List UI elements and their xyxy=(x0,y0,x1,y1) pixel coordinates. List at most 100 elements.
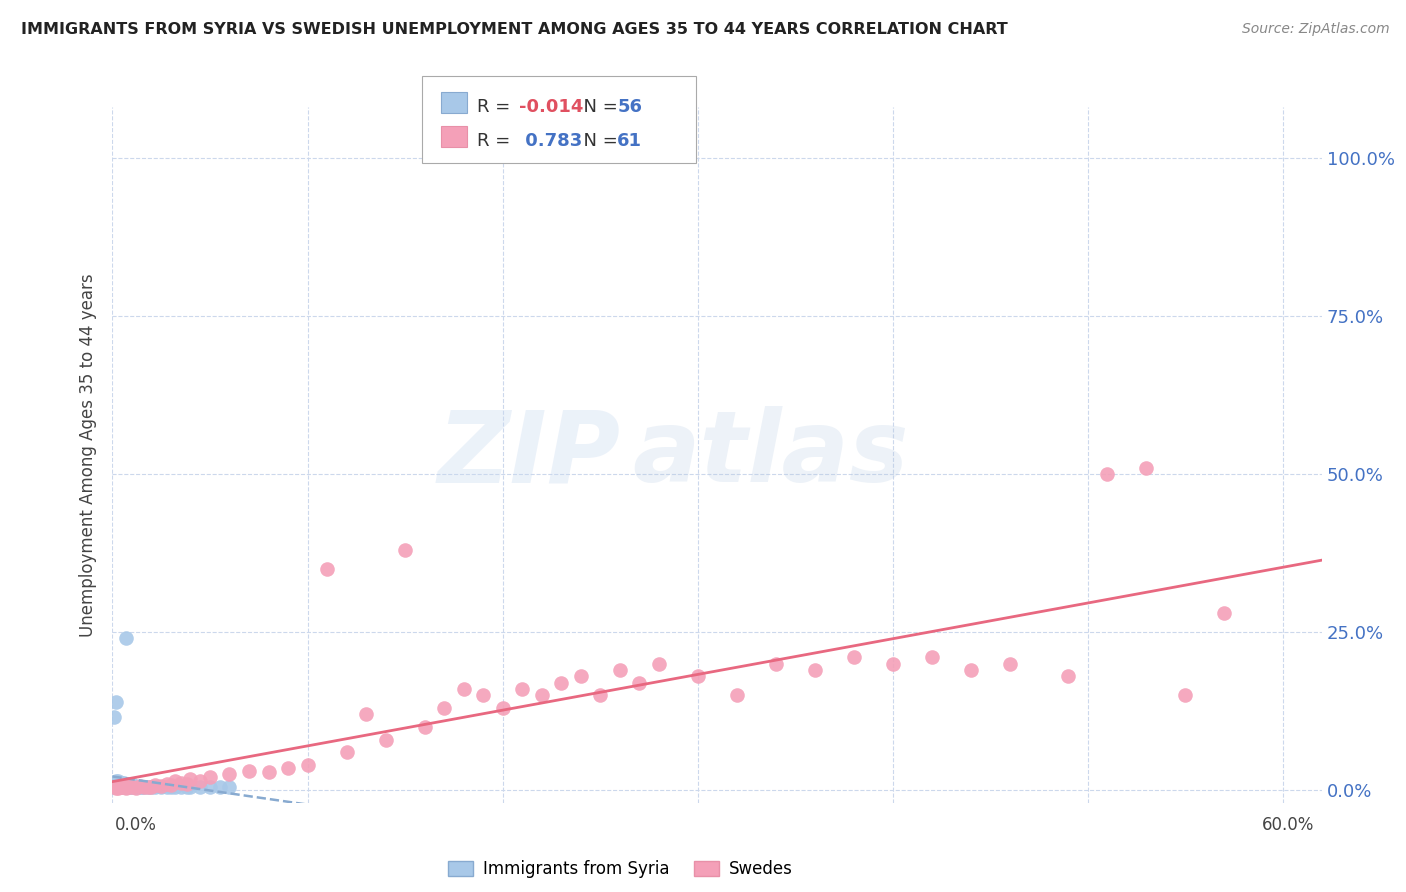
Point xyxy=(238,764,260,779)
Point xyxy=(413,720,436,734)
Point xyxy=(125,780,148,794)
Point xyxy=(111,780,134,794)
Point xyxy=(882,657,904,671)
Point xyxy=(150,780,173,794)
Point xyxy=(156,780,179,794)
Point xyxy=(1095,467,1118,481)
Point xyxy=(141,780,163,794)
Point xyxy=(105,777,128,791)
Point xyxy=(156,777,179,791)
Point xyxy=(121,777,143,791)
Point xyxy=(394,542,416,557)
Point xyxy=(998,657,1021,671)
Point xyxy=(316,562,339,576)
Point xyxy=(107,777,129,791)
Point xyxy=(472,688,495,702)
Text: Source: ZipAtlas.com: Source: ZipAtlas.com xyxy=(1241,22,1389,37)
Point xyxy=(765,657,787,671)
Point xyxy=(128,780,150,794)
Point xyxy=(105,778,128,792)
Point xyxy=(163,773,186,788)
Point xyxy=(136,780,159,794)
Text: 0.0%: 0.0% xyxy=(115,816,157,834)
Point xyxy=(150,780,173,794)
Point xyxy=(136,780,159,794)
Legend: Immigrants from Syria, Swedes: Immigrants from Syria, Swedes xyxy=(441,854,800,885)
Point xyxy=(127,780,149,794)
Point xyxy=(921,650,943,665)
Point xyxy=(1213,606,1236,620)
Point xyxy=(103,780,125,794)
Point xyxy=(110,780,132,794)
Point xyxy=(589,688,612,702)
Point xyxy=(170,780,193,794)
Point xyxy=(374,732,396,747)
Point xyxy=(107,778,129,792)
Point xyxy=(107,773,129,788)
Point xyxy=(111,775,134,789)
Point xyxy=(647,657,669,671)
Point xyxy=(160,780,183,794)
Point xyxy=(111,778,134,792)
Point xyxy=(103,710,125,724)
Point xyxy=(163,780,186,794)
Text: N =: N = xyxy=(572,98,624,116)
Point xyxy=(103,775,125,789)
Point xyxy=(111,780,134,794)
Point xyxy=(170,775,193,789)
Point xyxy=(112,780,135,794)
Point xyxy=(118,780,141,794)
Point xyxy=(105,780,128,794)
Point xyxy=(121,780,143,794)
Point xyxy=(569,669,592,683)
Point xyxy=(354,707,377,722)
Point xyxy=(176,777,198,791)
Point xyxy=(218,780,240,794)
Point xyxy=(122,780,145,794)
Point xyxy=(110,777,132,791)
Point xyxy=(959,663,981,677)
Point xyxy=(550,675,572,690)
Point xyxy=(105,780,128,795)
Text: N =: N = xyxy=(572,132,624,150)
Point xyxy=(111,777,134,791)
Point xyxy=(141,780,163,794)
Point xyxy=(112,777,135,791)
Point xyxy=(257,765,280,780)
Point xyxy=(179,772,201,786)
Point xyxy=(105,775,128,789)
Y-axis label: Unemployment Among Ages 35 to 44 years: Unemployment Among Ages 35 to 44 years xyxy=(79,273,97,637)
Point xyxy=(297,757,319,772)
Point xyxy=(803,663,825,677)
Point xyxy=(118,778,141,792)
Point xyxy=(103,778,125,792)
Point xyxy=(107,780,129,794)
Point xyxy=(145,780,167,794)
Point xyxy=(198,780,221,794)
Point xyxy=(115,632,138,646)
Text: 0.783: 0.783 xyxy=(519,132,582,150)
Point xyxy=(118,780,141,794)
Text: R =: R = xyxy=(477,98,516,116)
Point xyxy=(132,780,155,794)
Text: atlas: atlas xyxy=(633,407,908,503)
Point xyxy=(107,775,129,789)
Point xyxy=(842,650,865,665)
Point xyxy=(110,775,132,789)
Point xyxy=(160,778,183,792)
Point xyxy=(188,780,211,794)
Text: IMMIGRANTS FROM SYRIA VS SWEDISH UNEMPLOYMENT AMONG AGES 35 TO 44 YEARS CORRELAT: IMMIGRANTS FROM SYRIA VS SWEDISH UNEMPLO… xyxy=(21,22,1008,37)
Text: -0.014: -0.014 xyxy=(519,98,583,116)
Point xyxy=(491,701,513,715)
Point xyxy=(335,745,357,759)
Point xyxy=(188,773,211,788)
Text: R =: R = xyxy=(477,132,516,150)
Point xyxy=(117,780,139,794)
Point xyxy=(110,778,132,792)
Point xyxy=(208,780,231,794)
Point xyxy=(725,688,748,702)
Point xyxy=(121,780,143,794)
Point xyxy=(609,663,631,677)
Point xyxy=(115,780,138,794)
Text: 56: 56 xyxy=(617,98,643,116)
